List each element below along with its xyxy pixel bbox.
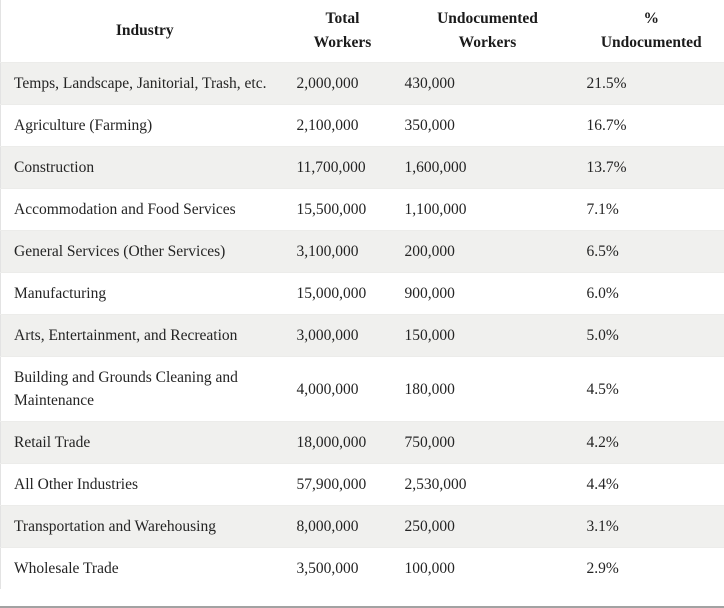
column-header-total-workers: Total Workers	[288, 0, 397, 63]
industry-cell: Building and Grounds Cleaning and Mainte…	[14, 369, 238, 409]
table-row: Building and Grounds Cleaning and Mainte…	[0, 356, 724, 422]
total-workers-cell: 15,000,000	[296, 285, 367, 302]
header-row: Industry Total Workers Undocumented Worker…	[0, 0, 724, 63]
table-row: Agriculture (Farming) 2,100,000 350,000 16.…	[0, 104, 724, 147]
undocumented-workers-cell: 2,530,000	[404, 476, 467, 493]
table-row: Accommodation and Food Services 15,500,00…	[0, 188, 724, 231]
table-row: Temps, Landscape, Janitorial, Trash, etc…	[0, 62, 724, 105]
column-header-pct-undocumented: % Undocumented	[578, 0, 724, 63]
undocumented-workers-cell: 150,000	[404, 327, 455, 344]
total-workers-cell: 11,700,000	[296, 159, 366, 176]
undocumented-workers-cell: 180,000	[404, 380, 455, 398]
table-body: Temps, Landscape, Janitorial, Trash, etc…	[0, 62, 724, 589]
table-row: Arts, Entertainment, and Recreation 3,000…	[0, 314, 724, 357]
table-row: Wholesale Trade 3,500,000 100,000 2.9%	[0, 547, 724, 589]
undocumented-workers-cell: 430,000	[404, 75, 455, 92]
undocumented-workers-cell: 200,000	[404, 243, 455, 260]
undocumented-workers-cell: 750,000	[404, 434, 455, 451]
total-workers-cell: 2,100,000	[296, 117, 359, 134]
table-row: Retail Trade 18,000,000 750,000 4.2%	[0, 421, 724, 464]
pct-undocumented-cell: 13.7%	[586, 159, 627, 176]
undocumented-workers-cell: 100,000	[404, 560, 455, 577]
total-workers-cell: 8,000,000	[296, 518, 359, 535]
table-header: Industry Total Workers Undocumented Worker…	[0, 0, 724, 63]
industry-cell: Wholesale Trade	[14, 560, 119, 577]
pct-undocumented-cell: 5.0%	[586, 327, 619, 344]
industry-table: Industry Total Workers Undocumented Worker…	[0, 0, 724, 589]
pct-undocumented-cell: 16.7%	[586, 117, 627, 134]
total-workers-cell: 4,000,000	[296, 380, 359, 398]
undocumented-workers-cell: 1,100,000	[404, 201, 467, 218]
industry-cell: Manufacturing	[14, 285, 107, 302]
table-row: All Other Industries 57,900,000 2,530,000 4…	[0, 463, 724, 506]
undocumented-workers-cell: 250,000	[404, 518, 455, 535]
undocumented-workers-cell: 1,600,000	[404, 159, 467, 176]
table-row: Construction 11,700,000 1,600,000 13.7%	[0, 146, 724, 189]
pct-undocumented-cell: 4.2%	[586, 434, 619, 451]
total-workers-cell: 15,500,000	[296, 201, 367, 218]
industry-cell: Retail Trade	[14, 434, 91, 451]
total-workers-cell: 3,100,000	[296, 243, 359, 260]
pct-undocumented-cell: 6.5%	[586, 243, 619, 260]
industry-cell: All Other Industries	[14, 476, 138, 493]
column-header-undocumented-workers: Undocumented Workers	[396, 0, 579, 63]
pct-undocumented-cell: 6.0%	[586, 285, 619, 302]
page-bottom-edge	[0, 606, 724, 608]
industry-cell: Transportation and Warehousing	[14, 518, 216, 535]
total-workers-cell: 3,000,000	[296, 327, 359, 344]
industry-cell: General Services (Other Services)	[14, 243, 226, 260]
total-workers-cell: 3,500,000	[296, 560, 359, 577]
pct-undocumented-cell: 4.5%	[586, 380, 619, 398]
total-workers-cell: 57,900,000	[296, 476, 367, 493]
pct-undocumented-cell: 7.1%	[586, 201, 619, 218]
table-row: Manufacturing 15,000,000 900,000 6.0%	[0, 272, 724, 315]
undocumented-workers-cell: 350,000	[404, 117, 455, 134]
pct-undocumented-cell: 4.4%	[586, 476, 619, 493]
column-header-industry: Industry	[0, 0, 289, 63]
pct-undocumented-cell: 2.9%	[586, 560, 619, 577]
industry-cell: Construction	[14, 159, 95, 176]
pct-undocumented-cell: 21.5%	[586, 75, 627, 92]
industry-cell: Accommodation and Food Services	[14, 201, 236, 218]
industry-cell: Temps, Landscape, Janitorial, Trash, etc…	[14, 75, 267, 92]
undocumented-workers-cell: 900,000	[404, 285, 455, 302]
table-row: Transportation and Warehousing 8,000,000 2…	[0, 505, 724, 548]
total-workers-cell: 18,000,000	[296, 434, 367, 451]
industry-cell: Arts, Entertainment, and Recreation	[14, 327, 238, 344]
table-row: General Services (Other Services) 3,100,0…	[0, 230, 724, 273]
total-workers-cell: 2,000,000	[296, 75, 359, 92]
industry-cell: Agriculture (Farming)	[14, 117, 153, 134]
pct-undocumented-cell: 3.1%	[586, 518, 619, 535]
